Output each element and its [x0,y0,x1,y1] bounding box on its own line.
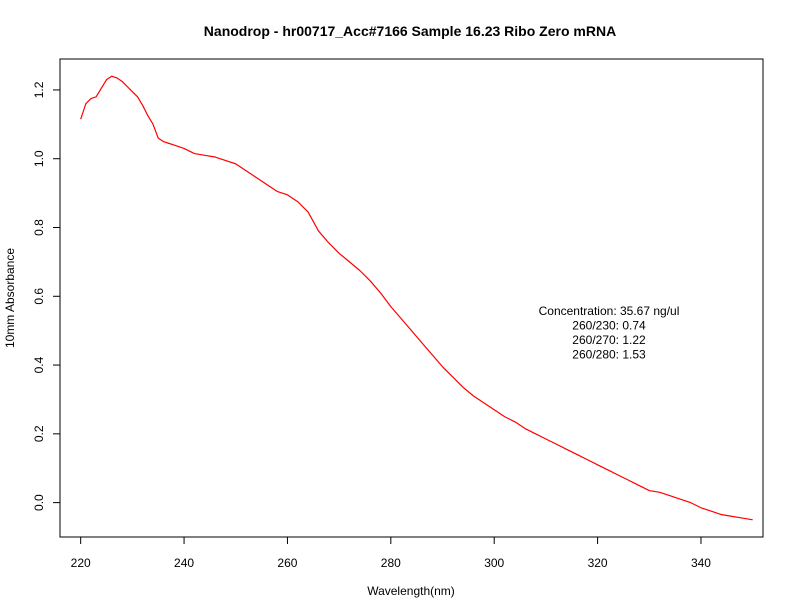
plot-frame [59,58,764,538]
x-axis: 220 240 260 280 300 320 340 [71,536,711,570]
y-tick-label: 0.6 [32,288,46,305]
x-tick-label: 320 [588,556,608,570]
series-layer [80,75,753,521]
y-tick-label: 0.4 [32,356,46,373]
x-axis-label: Wavelength(nm) [367,584,455,598]
y-tick-label: 0.0 [32,494,46,511]
x-tick-label: 340 [691,556,711,570]
x-tick-label: 300 [484,556,504,570]
annotation-line: Concentration: 35.67 ng/ul [539,304,680,318]
x-tick-label: 220 [71,556,91,570]
y-tick-label: 0.2 [32,425,46,442]
absorbance-series-line [80,75,753,521]
x-tick-label: 260 [277,556,297,570]
x-tick-label: 280 [381,556,401,570]
y-tick-label: 1.2 [32,81,46,98]
x-tick-label: 240 [174,556,194,570]
annotation-line: 260/280: 1.53 [572,348,646,362]
annotation-line: 260/230: 0.74 [572,319,646,333]
y-axis: 0.0 0.2 0.4 0.6 0.8 1.0 1.2 [32,81,61,511]
chart-title: Nanodrop - hr00717_Acc#7166 Sample 16.23… [204,23,616,39]
y-axis-label: 10mm Absorbance [3,248,17,348]
y-tick-label: 1.0 [32,150,46,167]
y-tick-label: 0.8 [32,219,46,236]
annotation-line: 260/270: 1.22 [572,333,646,347]
